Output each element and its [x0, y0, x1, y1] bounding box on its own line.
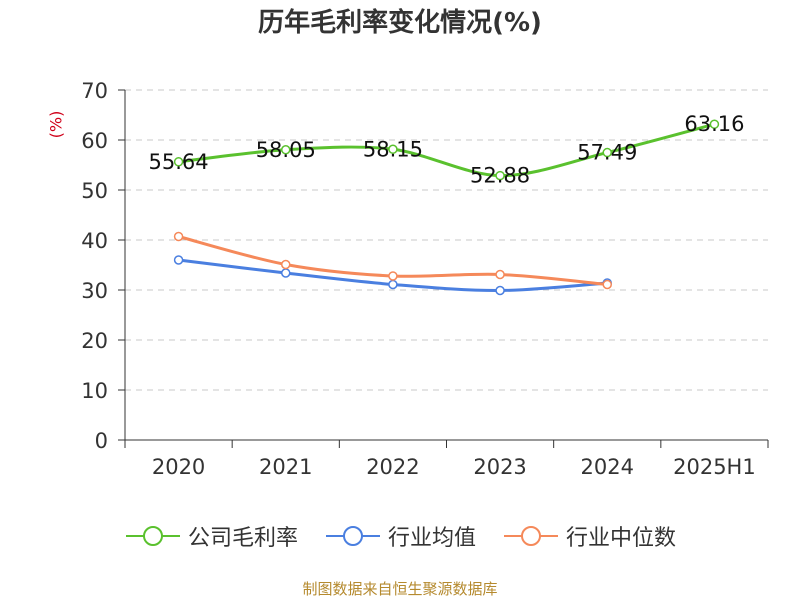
- y-tick-label: 10: [81, 379, 108, 403]
- data-point: [709, 119, 720, 129]
- x-tick-label: 2021: [259, 455, 312, 479]
- data-label: 57.49: [577, 141, 637, 165]
- data-point: [602, 279, 612, 290]
- x-tick-label: 2023: [473, 455, 526, 479]
- data-point: [173, 157, 184, 167]
- data-point: [281, 145, 291, 155]
- data-point: [281, 259, 291, 270]
- y-tick-label: 60: [81, 129, 108, 153]
- x-tick-label: 2020: [152, 455, 205, 479]
- y-tick-label: 70: [81, 79, 108, 103]
- data-label: 58.15: [363, 137, 423, 161]
- data-point: [602, 147, 612, 158]
- series-line-0: [178, 122, 715, 178]
- data-label: 63.16: [684, 112, 744, 136]
- legend-item-industry-mean[interactable]: 行业均值: [324, 520, 476, 552]
- legend: 公司毛利率 行业均值 行业中位数: [0, 520, 800, 552]
- y-tick-label: 0: [95, 429, 108, 453]
- x-tick-label: 2025H1: [673, 455, 756, 479]
- data-point: [495, 269, 505, 280]
- y-tick-label: 20: [81, 329, 108, 353]
- x-tick-label: 2022: [366, 455, 419, 479]
- y-tick-label: 50: [81, 179, 108, 203]
- data-point: [388, 271, 398, 281]
- data-point: [388, 144, 398, 154]
- legend-label: 公司毛利率: [187, 526, 298, 551]
- legend-line-circle-icon: [504, 526, 558, 546]
- data-point: [495, 285, 505, 296]
- data-point: [173, 231, 184, 242]
- data-label: 55.64: [149, 150, 209, 174]
- data-label: 52.88: [470, 164, 530, 188]
- legend-line-circle-icon: [325, 526, 380, 546]
- data-point: [495, 170, 505, 181]
- data-point: [281, 268, 291, 278]
- legend-item-company-margin[interactable]: 公司毛利率: [124, 520, 298, 552]
- legend-label: 行业均值: [387, 526, 476, 551]
- legend-item-industry-median[interactable]: 行业中位数: [502, 520, 676, 552]
- data-point: [173, 255, 184, 265]
- y-tick-label: 40: [81, 229, 108, 253]
- legend-label: 行业中位数: [566, 526, 677, 551]
- data-point: [388, 279, 398, 290]
- data-label: 58.05: [256, 138, 316, 162]
- x-tick-label: 2024: [581, 455, 634, 479]
- legend-line-circle-icon: [125, 526, 180, 546]
- source-note: 制图数据来自恒生聚源数据库: [302, 580, 498, 598]
- chart-title: 历年毛利率变化情况(%): [258, 8, 542, 38]
- y-tick-label: 30: [81, 279, 108, 303]
